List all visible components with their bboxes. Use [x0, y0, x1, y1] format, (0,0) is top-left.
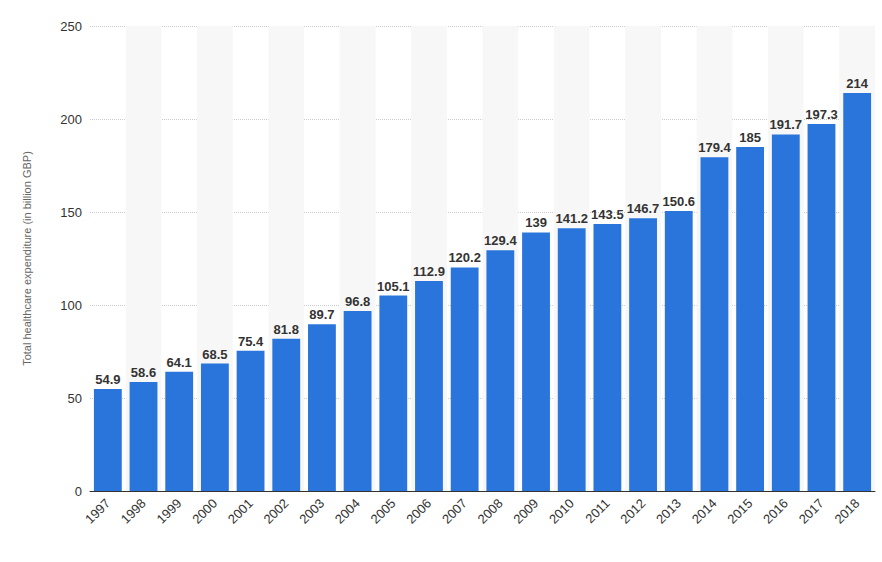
svg-text:146.7: 146.7 [627, 201, 660, 216]
svg-text:141.2: 141.2 [555, 211, 588, 226]
svg-text:89.7: 89.7 [309, 307, 334, 322]
svg-text:2013: 2013 [653, 496, 684, 527]
svg-text:197.3: 197.3 [805, 107, 838, 122]
svg-text:150: 150 [60, 205, 82, 220]
svg-text:64.1: 64.1 [167, 355, 192, 370]
svg-text:2000: 2000 [189, 496, 220, 527]
svg-text:2006: 2006 [403, 496, 434, 527]
svg-text:2001: 2001 [225, 496, 256, 527]
svg-text:191.7: 191.7 [770, 117, 803, 132]
svg-text:139: 139 [525, 215, 547, 230]
svg-text:143.5: 143.5 [591, 207, 624, 222]
svg-text:105.1: 105.1 [377, 279, 410, 294]
svg-text:1998: 1998 [118, 496, 149, 527]
svg-text:112.9: 112.9 [413, 264, 445, 279]
svg-text:2007: 2007 [439, 496, 470, 527]
svg-text:1997: 1997 [82, 496, 113, 527]
svg-text:2011: 2011 [582, 496, 612, 526]
svg-text:250: 250 [60, 19, 82, 34]
svg-text:2003: 2003 [296, 496, 327, 527]
svg-text:75.4: 75.4 [238, 334, 264, 349]
svg-text:2015: 2015 [724, 496, 755, 527]
svg-text:129.4: 129.4 [484, 233, 517, 248]
svg-text:1999: 1999 [153, 496, 184, 527]
svg-text:2017: 2017 [796, 496, 827, 527]
svg-text:200: 200 [60, 112, 82, 127]
svg-text:2018: 2018 [831, 496, 862, 527]
svg-text:2016: 2016 [760, 496, 791, 527]
svg-text:54.9: 54.9 [95, 372, 120, 387]
svg-text:58.6: 58.6 [131, 365, 156, 380]
svg-text:2002: 2002 [261, 496, 292, 527]
svg-text:2012: 2012 [617, 496, 648, 527]
svg-text:100: 100 [60, 298, 82, 313]
svg-text:2005: 2005 [368, 496, 399, 527]
svg-text:150.6: 150.6 [662, 194, 695, 209]
svg-text:0: 0 [75, 484, 82, 499]
svg-text:179.4: 179.4 [698, 140, 731, 155]
svg-text:50: 50 [68, 391, 82, 406]
svg-text:2010: 2010 [546, 496, 577, 527]
svg-text:2009: 2009 [510, 496, 541, 527]
svg-text:214: 214 [846, 76, 868, 91]
svg-text:2008: 2008 [475, 496, 506, 527]
svg-text:81.8: 81.8 [274, 322, 299, 337]
svg-text:2014: 2014 [689, 496, 720, 527]
svg-text:Total healthcare expenditure (: Total healthcare expenditure (in billion… [21, 151, 33, 366]
svg-text:2004: 2004 [332, 496, 363, 527]
svg-text:96.8: 96.8 [345, 294, 370, 309]
svg-text:68.5: 68.5 [202, 347, 227, 362]
svg-text:185: 185 [739, 130, 761, 145]
svg-text:120.2: 120.2 [448, 250, 481, 265]
